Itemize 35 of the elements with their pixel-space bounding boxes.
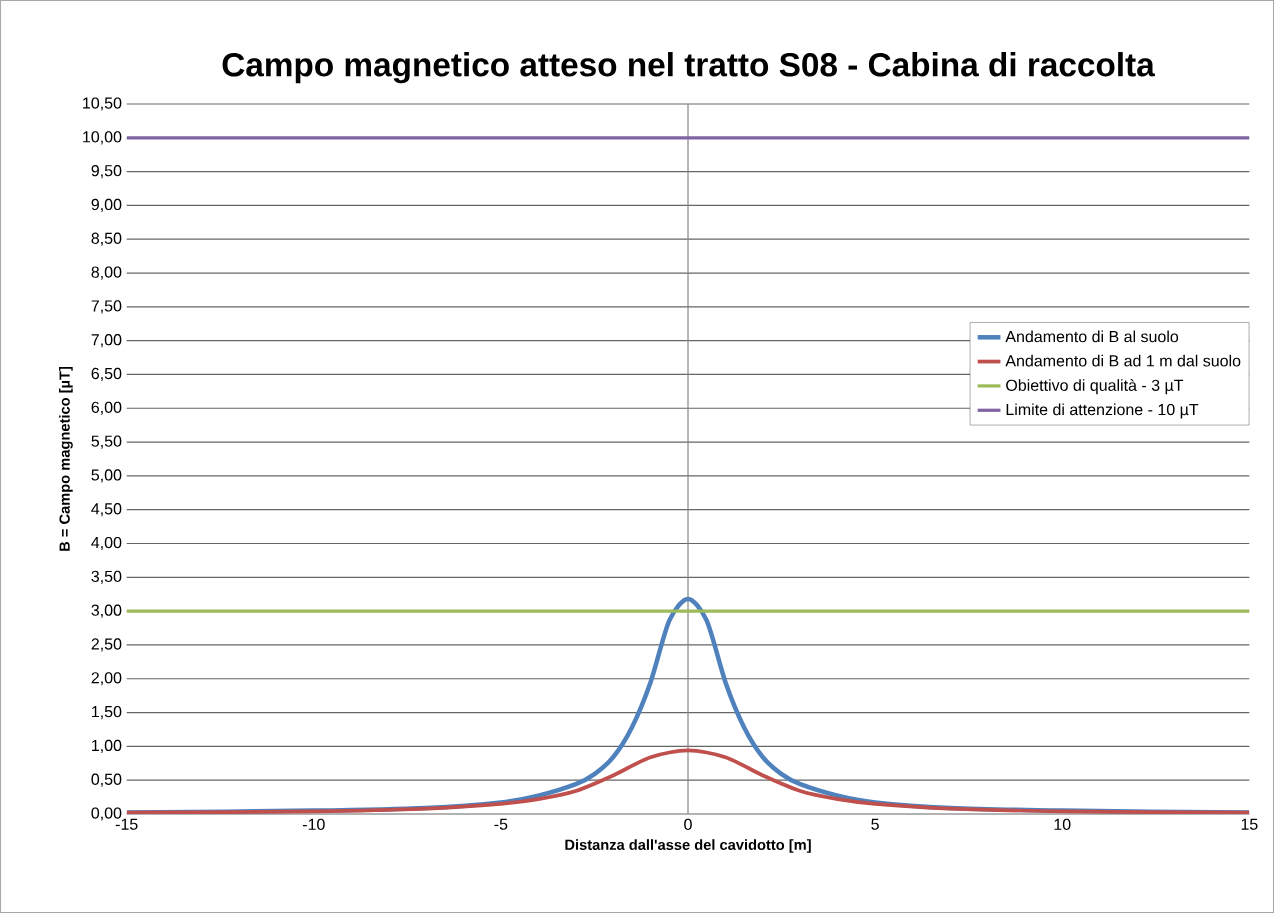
y-tick-label: 8,50 bbox=[91, 232, 122, 246]
y-axis-title: B = Campo magnetico [µT] bbox=[59, 366, 73, 551]
x-tick-label: 5 bbox=[871, 818, 879, 830]
y-tick-label: 7,50 bbox=[91, 300, 122, 314]
y-tick-label: 4,00 bbox=[91, 536, 122, 551]
y-tick-label: 7,00 bbox=[91, 334, 122, 348]
y-tick-label: 1,50 bbox=[92, 705, 122, 720]
y-tick-label: 5,50 bbox=[91, 435, 122, 449]
y-tick-label: 5,00 bbox=[91, 469, 122, 483]
y-tick-label: 1,00 bbox=[92, 739, 122, 753]
y-tick-label: 6,50 bbox=[91, 367, 122, 382]
y-tick-label: 3,50 bbox=[91, 570, 122, 584]
y-tick-label: 2,00 bbox=[91, 672, 122, 686]
legend-label: Limite di attenzione - 10 µT bbox=[1006, 403, 1199, 419]
legend-label: Andamento di B al suolo bbox=[1005, 330, 1179, 343]
y-tick-label: 0,50 bbox=[91, 773, 122, 787]
y-tick-label: 3,00 bbox=[91, 604, 122, 618]
y-tick-label: 9,50 bbox=[91, 165, 122, 179]
y-tick-label: 2,50 bbox=[91, 638, 122, 652]
x-tick-label: 15 bbox=[1241, 818, 1258, 830]
line-series bbox=[126, 748, 1250, 814]
y-tick-label: 10,50 bbox=[83, 97, 122, 111]
x-axis-title: Distanza dall'asse del cavidotto [m] bbox=[565, 839, 811, 853]
y-tick-label: 4,50 bbox=[91, 503, 122, 517]
x-tick-label: -10 bbox=[302, 818, 325, 831]
legend-label: Andamento di B ad 1 m dal suolo bbox=[1005, 354, 1241, 367]
x-tick-label: -5 bbox=[494, 818, 508, 830]
legend-label: Obiettivo di qualità - 3 µT bbox=[1006, 379, 1184, 395]
y-tick-label: 10,00 bbox=[83, 131, 122, 145]
chart-title: Campo magnetico atteso nel tratto S08 - Cabina di raccolta bbox=[222, 52, 1155, 84]
x-tick-label: 10 bbox=[1054, 818, 1071, 831]
y-tick-label: 8,00 bbox=[91, 266, 122, 280]
y-tick-label: 9,00 bbox=[91, 198, 122, 213]
x-tick-label: 0 bbox=[684, 818, 692, 831]
y-tick-label: 6,00 bbox=[91, 401, 122, 415]
